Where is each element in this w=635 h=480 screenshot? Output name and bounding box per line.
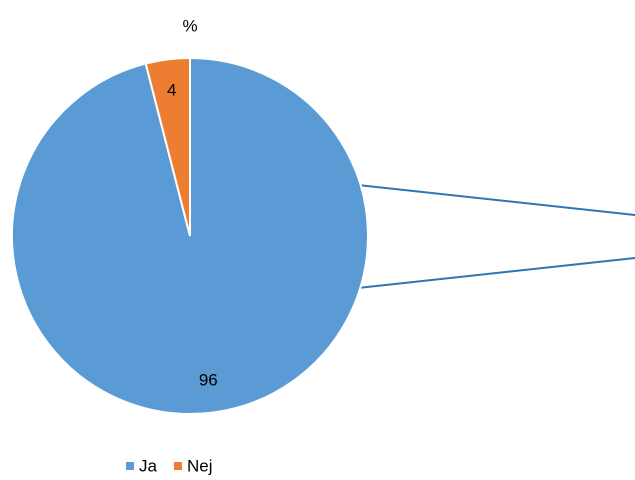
pie-slice <box>11 56 369 415</box>
data-label: 4 <box>167 81 176 100</box>
connector-line <box>357 184 635 216</box>
chart-title: % <box>182 16 197 35</box>
connector-line <box>357 257 635 289</box>
pie-slice <box>144 56 191 237</box>
legend-swatch <box>126 462 134 470</box>
data-label: 96 <box>199 370 218 389</box>
legend-label: Ja <box>139 456 158 475</box>
legend-label: Nej <box>187 456 213 475</box>
legend-swatch <box>173 462 182 470</box>
